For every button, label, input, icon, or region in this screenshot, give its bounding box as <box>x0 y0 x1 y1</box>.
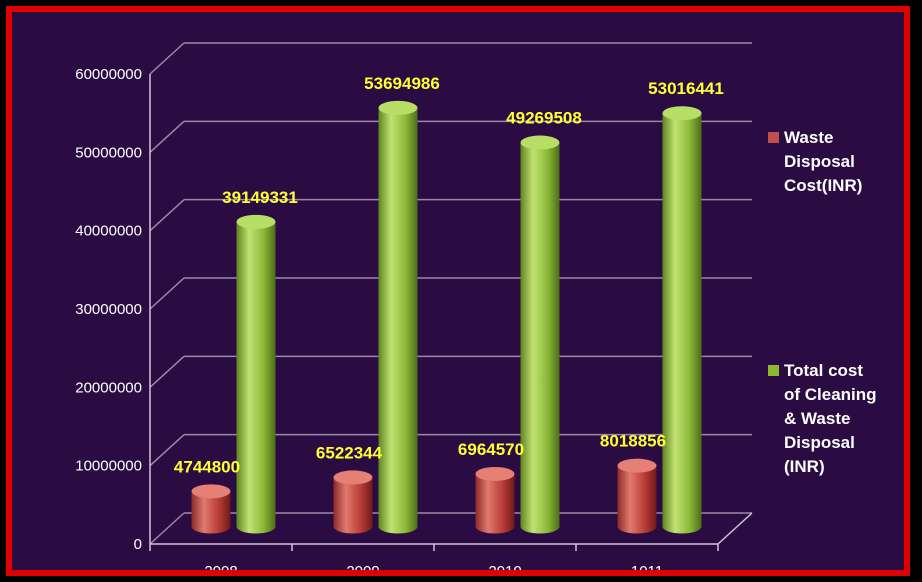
legend-label: (INR) <box>784 457 825 476</box>
floor-edge <box>717 512 753 545</box>
bar <box>662 106 702 534</box>
y-tick-label: 50000000 <box>75 144 142 161</box>
y-tick-label: 60000000 <box>75 66 142 83</box>
x-tick-label: 1011 <box>631 563 663 570</box>
data-label: 8018856 <box>600 432 666 451</box>
legend-label: Disposal <box>784 433 855 452</box>
y-tick-label: 30000000 <box>75 301 142 318</box>
bar <box>520 135 560 534</box>
bar-body <box>520 142 560 534</box>
bar <box>617 458 657 534</box>
bar-top <box>475 466 515 481</box>
x-tick-label: 2008 <box>204 563 237 570</box>
bar <box>236 214 276 534</box>
bar-body <box>662 113 702 534</box>
data-label: 53694986 <box>364 74 440 93</box>
bar-chart: 0 10000000 20000000 30000000 40000000 5000000… <box>75 42 877 570</box>
bars <box>191 100 702 534</box>
chart-frame: 0 10000000 20000000 30000000 40000000 5000000… <box>6 6 910 576</box>
bar-body <box>378 107 418 534</box>
gridline-diagonal <box>149 434 185 467</box>
data-labels: 4744800 39149331 6522344 53694986 6964570 492… <box>174 74 724 476</box>
legend-swatch <box>768 365 779 376</box>
gridline-diagonal <box>149 42 185 75</box>
bar-body <box>191 491 231 534</box>
bar-top <box>191 484 231 499</box>
gridline-diagonal <box>149 120 185 153</box>
bar-top <box>333 470 373 485</box>
gridline-diagonal <box>149 199 185 232</box>
bar-top <box>662 106 702 121</box>
x-tick-label: 2009 <box>346 563 379 570</box>
gridlines <box>149 42 752 545</box>
data-label: 39149331 <box>222 188 298 207</box>
data-label: 6964570 <box>458 440 524 459</box>
bar <box>475 466 515 534</box>
y-tick-label: 10000000 <box>75 458 142 475</box>
legend-label: Total cost <box>784 361 863 380</box>
axes: 0 10000000 20000000 30000000 40000000 5000000… <box>75 66 753 570</box>
bar-body <box>333 477 373 534</box>
data-label: 4744800 <box>174 457 240 476</box>
bar <box>191 484 231 534</box>
y-tick-label: 40000000 <box>75 223 142 240</box>
bar-top <box>520 135 560 150</box>
y-tick-label: 20000000 <box>75 379 142 396</box>
bar-top <box>236 214 276 229</box>
gridline-diagonal <box>149 512 185 545</box>
data-label: 49269508 <box>506 109 582 128</box>
bar-top <box>378 100 418 115</box>
bar-body <box>617 465 657 534</box>
bar <box>333 470 373 534</box>
gridline-diagonal <box>149 277 185 310</box>
gridline-diagonal <box>149 355 185 388</box>
legend-label: Waste <box>784 128 833 147</box>
bar-body <box>236 221 276 534</box>
x-tick-label: 2010 <box>488 563 521 570</box>
legend-swatch <box>768 132 779 143</box>
legend-label: Disposal <box>784 152 855 171</box>
legend-label: Cost(INR) <box>784 176 862 195</box>
legend-label: & Waste <box>784 409 850 428</box>
legend: Waste Disposal Cost(INR) Total cost of Clean… <box>768 128 877 476</box>
bar-top <box>617 458 657 473</box>
bar <box>378 100 418 534</box>
data-label: 6522344 <box>316 443 383 462</box>
y-tick-label: 0 <box>134 536 142 553</box>
legend-label: of Cleaning <box>784 385 877 404</box>
data-label: 53016441 <box>648 79 724 98</box>
bar-body <box>475 473 515 534</box>
